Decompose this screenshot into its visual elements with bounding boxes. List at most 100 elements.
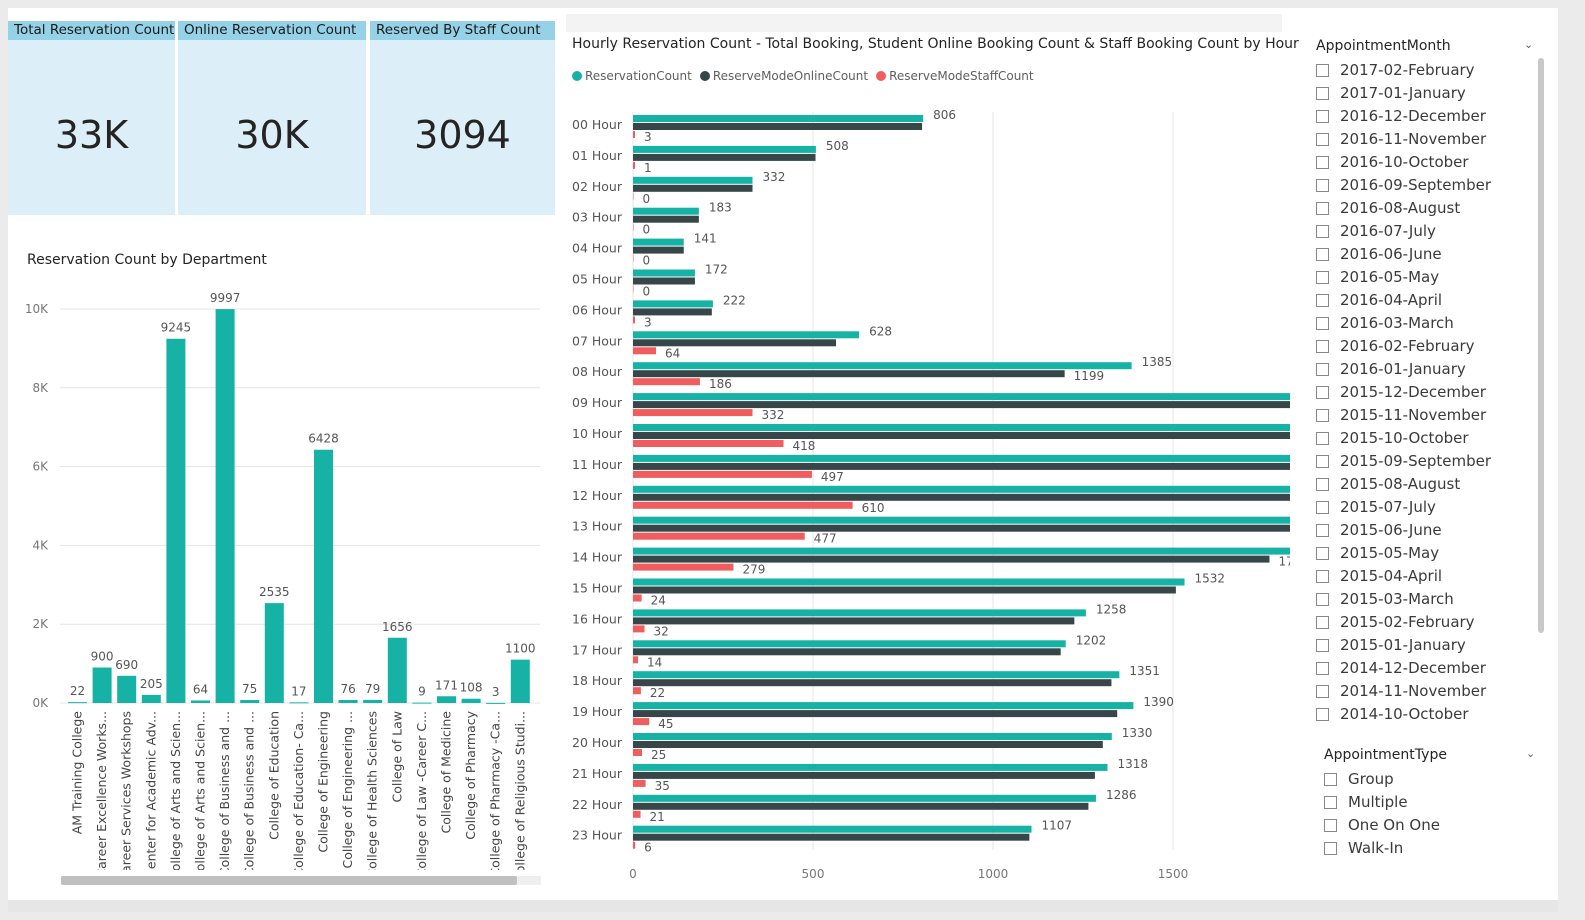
checkbox-icon[interactable]	[1316, 638, 1329, 652]
slicer-type-item[interactable]: Walk-In	[1324, 839, 1403, 857]
checkbox-icon[interactable]	[1324, 795, 1337, 809]
checkbox-icon[interactable]	[1324, 841, 1337, 855]
slicer-month-item[interactable]: 2015-08-August	[1316, 475, 1460, 493]
checkbox-icon[interactable]	[1316, 201, 1329, 215]
x-tick-label: 1000	[978, 867, 1009, 881]
slicer-month-item[interactable]: 2016-10-October	[1316, 153, 1469, 171]
checkbox-icon[interactable]	[1316, 224, 1329, 238]
dept-bar-label: 76	[340, 682, 355, 696]
slicer-month-item[interactable]: 2015-03-March	[1316, 590, 1454, 608]
slicer-month-item[interactable]: 2015-05-May	[1316, 544, 1439, 562]
slicer-month-item[interactable]: 2015-12-December	[1316, 383, 1486, 401]
hour-bar-label: 32	[654, 624, 669, 638]
hourly-chart-header-bar	[566, 14, 1282, 32]
slicer-month-item[interactable]: 2015-11-November	[1316, 406, 1486, 424]
hour-bar	[633, 656, 639, 664]
checkbox-icon[interactable]	[1316, 293, 1329, 307]
checkbox-icon[interactable]	[1316, 155, 1329, 169]
kpi-card-online[interactable]: Online Reservation Count 30K	[178, 21, 366, 215]
dept-category-label: College of Health Sciences	[365, 711, 380, 870]
checkbox-icon[interactable]	[1316, 500, 1329, 514]
checkbox-icon[interactable]	[1316, 362, 1329, 376]
checkbox-icon[interactable]	[1316, 523, 1329, 537]
checkbox-icon[interactable]	[1316, 546, 1329, 560]
hour-category-label: 08 Hour	[572, 364, 623, 379]
slicer-month-item[interactable]: 2015-07-July	[1316, 498, 1436, 516]
checkbox-icon[interactable]	[1316, 86, 1329, 100]
checkbox-icon[interactable]	[1316, 569, 1329, 583]
legend-item-reservation[interactable]: ReservationCount	[572, 69, 692, 83]
checkbox-icon[interactable]	[1316, 132, 1329, 146]
hour-bar	[633, 131, 635, 138]
checkbox-icon[interactable]	[1316, 63, 1329, 77]
checkbox-icon[interactable]	[1316, 316, 1329, 330]
slicer-month-item[interactable]: 2015-06-June	[1316, 521, 1442, 539]
slicer-item-label: 2015-01-January	[1340, 636, 1466, 654]
slicer-month-item[interactable]: 2015-01-January	[1316, 636, 1466, 654]
checkbox-icon[interactable]	[1316, 339, 1329, 353]
slicer-month-item[interactable]: 2015-02-February	[1316, 613, 1475, 631]
legend-item-staff[interactable]: ReserveModeStaffCount	[876, 69, 1034, 83]
kpi-card-total[interactable]: Total Reservation Count 33K	[8, 21, 175, 215]
slicer-month-item[interactable]: 2014-11-November	[1316, 682, 1486, 700]
checkbox-icon[interactable]	[1316, 431, 1329, 445]
hour-bar-label: 24	[651, 594, 666, 608]
hour-category-label: 19 Hour	[572, 704, 623, 719]
hour-bar-label: 1318	[1117, 757, 1148, 771]
checkbox-icon[interactable]	[1316, 615, 1329, 629]
slicer-month-item[interactable]: 2017-02-February	[1316, 61, 1475, 79]
hour-bar	[633, 115, 924, 122]
checkbox-icon[interactable]	[1324, 818, 1337, 832]
dept-bar-label: 108	[460, 681, 483, 695]
checkbox-icon[interactable]	[1316, 178, 1329, 192]
kpi-label: Online Reservation Count	[178, 21, 366, 40]
checkbox-icon[interactable]	[1324, 772, 1337, 786]
checkbox-icon[interactable]	[1316, 454, 1329, 468]
slicer-month-item[interactable]: 2016-05-May	[1316, 268, 1439, 286]
chevron-down-icon[interactable]: ⌄	[1524, 38, 1534, 51]
dept-bar-chart[interactable]: 0K 2K 4K 6K 8K 10K 22 AM Training College 900 Car…	[0, 280, 560, 870]
checkbox-icon[interactable]	[1316, 247, 1329, 261]
slicer-month-item[interactable]: 2014-10-October	[1316, 705, 1469, 723]
checkbox-icon[interactable]	[1316, 707, 1329, 721]
hour-category-label: 02 Hour	[572, 179, 623, 194]
hour-bar	[633, 671, 1120, 679]
checkbox-icon[interactable]	[1316, 477, 1329, 491]
checkbox-icon[interactable]	[1316, 270, 1329, 284]
checkbox-icon[interactable]	[1316, 385, 1329, 399]
dept-bar	[264, 603, 284, 703]
slicer-month-item[interactable]: 2016-08-August	[1316, 199, 1460, 217]
hour-bar	[633, 617, 1075, 625]
slicer-month-scrollbar[interactable]	[1538, 58, 1544, 633]
slicer-month-item[interactable]: 2015-04-April	[1316, 567, 1442, 585]
hour-bar	[633, 741, 1103, 748]
slicer-type-item[interactable]: Group	[1324, 770, 1394, 788]
dept-horizontal-scrollbar[interactable]	[61, 876, 517, 885]
slicer-month-item[interactable]: 2016-03-March	[1316, 314, 1454, 332]
slicer-month-item[interactable]: 2017-01-January	[1316, 84, 1466, 102]
slicer-month-item[interactable]: 2014-12-December	[1316, 659, 1486, 677]
slicer-month-item[interactable]: 2015-10-October	[1316, 429, 1469, 447]
slicer-month-item[interactable]: 2016-12-December	[1316, 107, 1486, 125]
kpi-card-staff[interactable]: Reserved By Staff Count 3094	[370, 21, 555, 215]
slicer-type-item[interactable]: Multiple	[1324, 793, 1408, 811]
checkbox-icon[interactable]	[1316, 592, 1329, 606]
slicer-month-item[interactable]: 2016-07-July	[1316, 222, 1436, 240]
slicer-month-item[interactable]: 2016-01-January	[1316, 360, 1466, 378]
slicer-month-item[interactable]: 2016-09-September	[1316, 176, 1491, 194]
slicer-month-item[interactable]: 2016-02-February	[1316, 337, 1475, 355]
checkbox-icon[interactable]	[1316, 661, 1329, 675]
checkbox-icon[interactable]	[1316, 109, 1329, 123]
slicer-month-item[interactable]: 2016-04-April	[1316, 291, 1442, 309]
dept-bar	[314, 449, 333, 703]
slicer-type-item[interactable]: One On One	[1324, 816, 1440, 834]
checkbox-icon[interactable]	[1316, 408, 1329, 422]
chevron-down-icon[interactable]: ⌄	[1526, 747, 1536, 760]
legend-item-online[interactable]: ReserveModeOnlineCount	[699, 69, 868, 83]
checkbox-icon[interactable]	[1316, 684, 1329, 698]
slicer-month-item[interactable]: 2016-06-June	[1316, 245, 1442, 263]
hour-category-label: 04 Hour	[572, 241, 623, 256]
slicer-month-item[interactable]: 2015-09-September	[1316, 452, 1491, 470]
slicer-month-item[interactable]: 2016-11-November	[1316, 130, 1486, 148]
